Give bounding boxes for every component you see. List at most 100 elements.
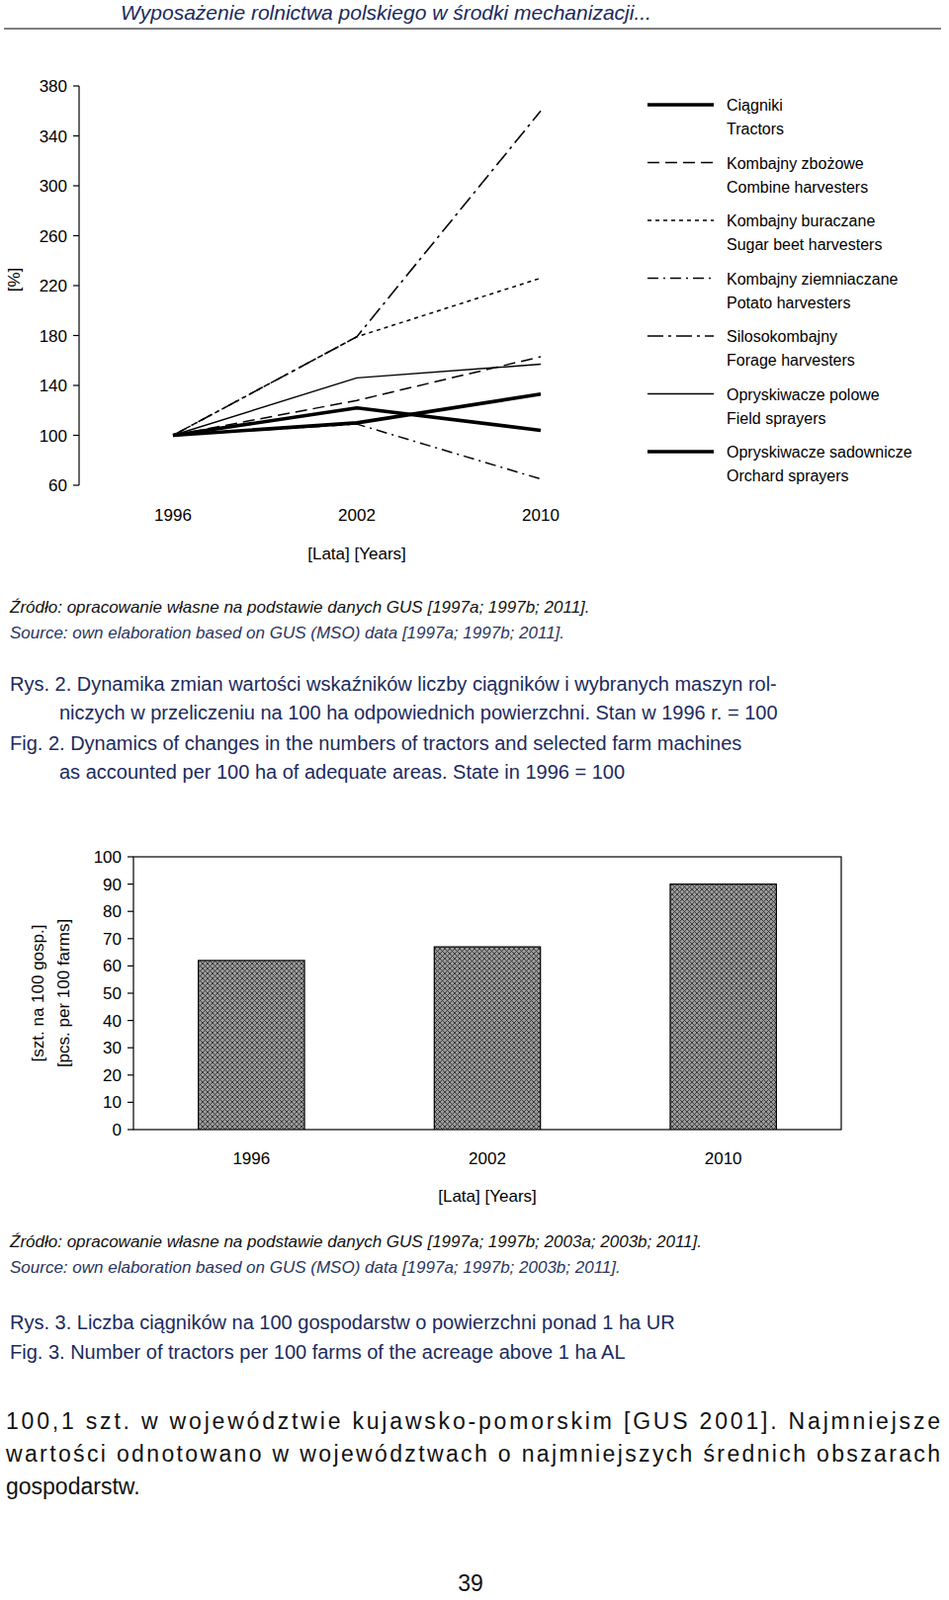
y-tick (73, 434, 80, 436)
legend-label-line: Kombajny buraczane (726, 212, 875, 230)
legend-swatch (647, 449, 714, 454)
series-line (172, 110, 541, 435)
legend-label-line: Forage harvesters (726, 351, 856, 369)
x-tick-label: 2002 (338, 506, 376, 525)
paragraph-line: gospodarstw. (5, 1473, 141, 1500)
y-tick (127, 911, 134, 913)
legend-label-line: Orchard sprayers (726, 467, 850, 485)
y-tick (127, 856, 134, 858)
legend-label: Kombajny buraczaneSugar beet harvesters (726, 212, 882, 254)
x-tick-label: 2010 (704, 1149, 743, 1169)
caption-pl: niczych w przeliczeniu na 100 ha odpowie… (59, 701, 778, 724)
source-note: Source: own elaboration based on GUS (MS… (9, 623, 565, 643)
caption-en: Fig. 3. Number of tractors per 100 farms… (9, 1341, 626, 1364)
y-tick-label: 60 (48, 476, 68, 496)
y-tick (73, 335, 80, 337)
y-tick-label: 140 (39, 376, 68, 396)
y-tick-label: 100 (93, 848, 122, 867)
page-number: 39 (457, 1570, 484, 1597)
y-tick-label: 40 (102, 1012, 122, 1032)
y-tick (127, 938, 134, 940)
y-axis-title: [%] (4, 267, 24, 293)
legend-swatch (647, 219, 714, 222)
y-tick (73, 235, 80, 237)
y-tick-label: 380 (39, 77, 68, 96)
paragraph-line: wartości odnotowano w województwach o na… (4, 1441, 941, 1467)
plot-area (198, 884, 777, 1130)
caption-pl: Rys. 3. Liczba ciągników na 100 gospodar… (9, 1311, 676, 1334)
y-tick-label: 260 (39, 227, 68, 247)
y-tick (127, 992, 134, 994)
legend-label: Opryskiwacze polowe Field sprayers (726, 386, 880, 428)
y-tick (73, 184, 80, 186)
y-axis-title: [pcs. per 100 farms] (54, 919, 74, 1068)
plot-frame (133, 857, 842, 1130)
legend-label-line: Combine harvesters (726, 178, 868, 196)
y-tick-label: 50 (102, 984, 122, 1004)
legend-swatch (647, 277, 714, 280)
y-tick (73, 484, 80, 486)
y-tick-label: 220 (39, 276, 68, 296)
x-tick-label: 1996 (154, 506, 192, 525)
x-axis-title: [Lata] [Years] (437, 1187, 537, 1207)
legend-label-line: Potato harvesters (726, 294, 851, 312)
y-tick-label: 10 (102, 1093, 122, 1113)
running-header: Wyposażenie rolnictwa polskiego w środki… (120, 0, 652, 24)
bar (198, 960, 305, 1130)
y-axis-title: [szt. na 100 gosp.] (28, 925, 48, 1063)
x-axis-title: [Lata] [Years] (307, 544, 407, 564)
legend-label-line: Opryskiwacze polowe (726, 386, 880, 404)
y-tick-label: 30 (102, 1038, 122, 1058)
y-tick-label: 300 (39, 176, 68, 196)
legend-label: Silosokombajny Forage harvesters (726, 328, 856, 369)
caption-pl: Rys. 2. Dynamika zmian wartości wskaźnik… (9, 673, 777, 695)
y-tick (127, 965, 134, 967)
x-tick-label: 2002 (468, 1149, 507, 1169)
y-tick-label: 180 (39, 327, 68, 346)
y-tick (127, 1047, 134, 1049)
y-tick (73, 384, 80, 386)
y-tick (73, 135, 80, 137)
legend-label-line: Kombajny zbożowe (726, 155, 864, 173)
y-tick-label: 100 (39, 427, 68, 446)
y-tick-label: 80 (102, 902, 122, 922)
legend-label-line: Silosokombajny (726, 328, 838, 346)
legend-label-line: Kombajny ziemniaczane (726, 270, 899, 288)
series-line (172, 424, 541, 480)
legend: CiągnikiTractors Kombajny zbożowe Combine … (647, 96, 913, 485)
legend-swatch (647, 393, 714, 395)
y-tick-label: 20 (102, 1066, 122, 1086)
y-tick (127, 883, 134, 885)
legend-label: CiągnikiTractors (726, 96, 784, 138)
source-note: Źródło: opracowanie własne na podstawie … (8, 598, 591, 617)
legend-label-line: Opryskiwacze sadownicze (726, 443, 913, 461)
y-tick (73, 85, 80, 87)
y-tick-label: 90 (102, 875, 122, 895)
x-tick-label: 1996 (232, 1149, 270, 1169)
paragraph-line: 100,1 szt. w województwie kujawsko-pomor… (5, 1408, 941, 1435)
caption-en: Fig. 2. Dynamics of changes in the numbe… (9, 732, 742, 755)
y-tick (127, 1102, 134, 1104)
legend-label: Kombajny zbożowe Combine harvesters (726, 155, 868, 196)
legend-label-line: Field sprayers (726, 410, 826, 428)
y-tick (127, 1128, 134, 1130)
caption-en: as accounted per 100 ha of adequate area… (59, 761, 625, 783)
bar-chart: 0102030405060708090100199620022010[Lata]… (28, 848, 842, 1207)
bar (670, 884, 777, 1130)
y-tick (73, 284, 80, 286)
line-chart: 60100140180220260300340380199620022010[L… (4, 77, 913, 564)
y-tick-label: 70 (102, 930, 122, 949)
figure-caption: Źródło: opracowanie własne na podstawie … (8, 598, 778, 783)
series-line (172, 277, 541, 435)
legend-label: Kombajny ziemniaczane Potato harvesters (726, 270, 899, 312)
legend-label: Opryskiwacze sadownicze Orchard sprayers (726, 443, 913, 485)
legend-label-line: Ciągniki (726, 96, 783, 114)
y-tick-label: 0 (112, 1121, 122, 1140)
y-tick (127, 1074, 134, 1076)
bar (433, 947, 540, 1130)
y-tick-label: 340 (39, 127, 68, 147)
legend-swatch (647, 335, 714, 338)
series-line (172, 408, 541, 436)
legend-swatch (647, 162, 714, 165)
page: Wyposażenie rolnictwa polskiego w środki… (0, 0, 949, 1600)
